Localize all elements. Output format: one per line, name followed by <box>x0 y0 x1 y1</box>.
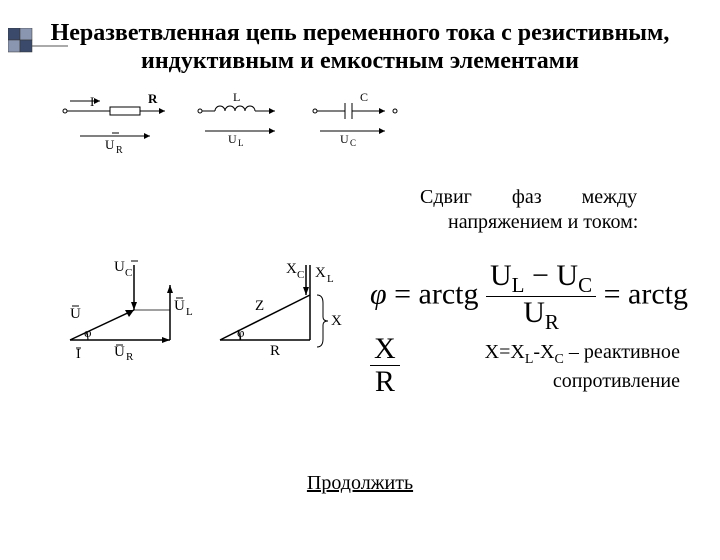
continue-link[interactable]: Продолжить <box>0 472 720 495</box>
svg-text:U: U <box>114 259 125 275</box>
label-ur: U <box>105 137 115 152</box>
svg-text:L: L <box>186 306 193 318</box>
slide-title: Неразветвленная цепь переменного тока с … <box>0 20 720 75</box>
svg-text:R: R <box>270 343 280 359</box>
svg-text:R: R <box>126 351 134 360</box>
label-ul: U <box>228 132 237 146</box>
svg-text:φ: φ <box>237 325 245 340</box>
svg-text:C: C <box>125 267 132 279</box>
label-uc: U <box>340 132 349 146</box>
label-c: C <box>360 91 368 104</box>
svg-text:X: X <box>331 313 342 329</box>
svg-text:U: U <box>174 298 185 314</box>
phase-shift-text: Сдвиг фаз между напряжением и током: <box>420 185 680 235</box>
label-ul-sub: L <box>238 138 244 148</box>
corner-decoration <box>8 28 68 63</box>
label-ur-sub: R <box>116 145 123 156</box>
label-l: L <box>233 91 240 104</box>
svg-text:I: I <box>76 347 81 360</box>
svg-text:X: X <box>315 265 326 281</box>
circuit-diagram: I R U R L U L C U C <box>0 91 720 161</box>
svg-text:Z: Z <box>255 298 264 314</box>
svg-text:L: L <box>327 273 334 285</box>
svg-text:U: U <box>114 344 125 360</box>
vector-triangles: UC U UL φ I UR XC XL Z φ R X <box>40 255 350 365</box>
svg-text:X: X <box>286 261 297 277</box>
label-uc-sub: C <box>350 138 356 148</box>
svg-text:U: U <box>70 306 81 322</box>
svg-text:φ: φ <box>84 325 92 340</box>
reactive-resistance-text: X=XL-XC – реактивное сопротивление <box>380 340 680 394</box>
label-r: R <box>148 91 158 106</box>
svg-text:C: C <box>297 269 304 281</box>
